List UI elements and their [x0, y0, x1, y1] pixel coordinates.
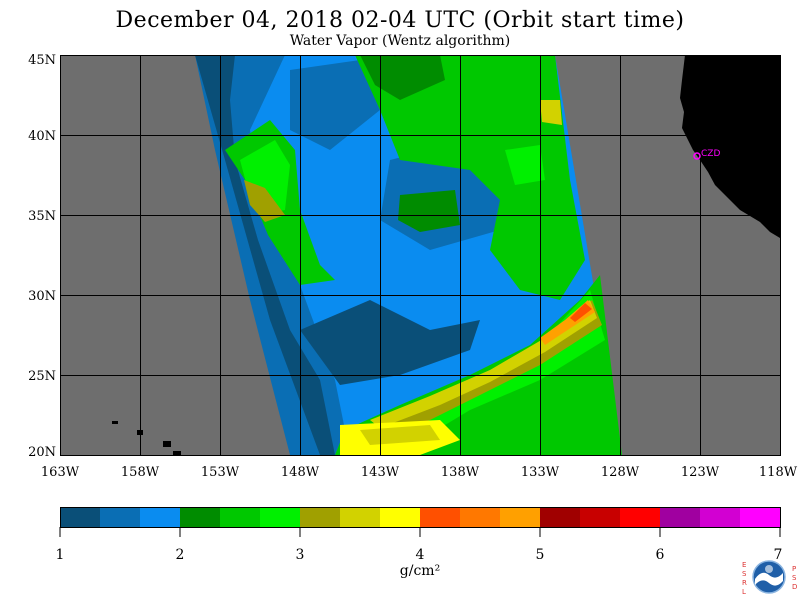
lat-label: 35N [28, 209, 56, 224]
colorbar-tick-label: 2 [176, 547, 185, 563]
lon-label: 153W [201, 465, 240, 480]
swath-vapor-patch [505, 145, 545, 185]
colorbar-segment [420, 507, 461, 527]
lon-label: 138W [441, 465, 480, 480]
lat-label: 30N [28, 289, 56, 304]
svg-text:P: P [792, 565, 796, 573]
swath-moist-band-yellow [370, 300, 597, 428]
svg-text:R: R [742, 579, 747, 587]
map-frame [60, 55, 781, 456]
map-title: December 04, 2018 02-04 UTC (Orbit start… [115, 8, 685, 33]
station-label: CZD [701, 149, 720, 159]
longitude-labels: 163W 158W 153W 148W 143W 138W 133W 128W … [41, 465, 798, 480]
colorbar-segment [100, 507, 141, 527]
lat-label: 20N [28, 445, 56, 460]
swath-high-vapor-peak [570, 303, 592, 322]
svg-text:S: S [742, 570, 747, 578]
map-subtitle: Water Vapor (Wentz algorithm) [289, 33, 511, 49]
colorbar-segment [220, 507, 261, 527]
colorbar-tick-label: 6 [656, 547, 665, 563]
station-marker-icon [693, 152, 701, 160]
swath-moist-northeast-dark [360, 55, 445, 100]
svg-text:E: E [742, 561, 746, 569]
colorbar-segment [540, 507, 581, 527]
colorbar-tick-label: 1 [56, 547, 65, 563]
lon-label: 148W [281, 465, 320, 480]
swath-moist-northeast [355, 55, 585, 300]
lat-label: 45N [28, 53, 56, 68]
colorbar-tick-label: 7 [774, 547, 783, 563]
colorbar-segment [460, 507, 501, 527]
colorbar-segment [500, 507, 541, 527]
colorbar-segment [140, 507, 181, 527]
swath-olive-north [540, 100, 562, 125]
lat-label: 40N [28, 129, 56, 144]
map-gridlines [60, 55, 780, 455]
noaa-logo: E S R L P S D [742, 560, 797, 596]
colorbar-segment [300, 507, 341, 527]
lon-label: 128W [601, 465, 640, 480]
lon-label: 118W [759, 465, 798, 480]
swath-dry-center [300, 300, 480, 385]
lon-label: 163W [41, 465, 80, 480]
lon-label: 133W [521, 465, 560, 480]
svg-text:D: D [792, 583, 797, 591]
hawaii-island-1 [112, 421, 118, 424]
colorbar-tick-label: 4 [416, 547, 425, 563]
colorbar-units: g/cm² [399, 563, 441, 579]
swath-olive-west [244, 180, 285, 222]
svg-text:L: L [742, 588, 746, 596]
colorbar-ticks [59, 527, 781, 537]
lon-label: 143W [361, 465, 400, 480]
colorbar-segment [380, 507, 421, 527]
swath-vapor-island [398, 190, 460, 232]
swath-medium-north [290, 60, 380, 150]
lat-label: 25N [28, 369, 56, 384]
colorbar-segment [60, 507, 101, 527]
lon-label: 123W [681, 465, 720, 480]
colorbar-segment [260, 507, 301, 527]
latitude-labels: 45N 40N 35N 30N 25N 20N [28, 53, 56, 460]
svg-text:S: S [792, 574, 797, 582]
hawaii-island-3 [163, 441, 171, 447]
colorbar-tick-label: 3 [296, 547, 305, 563]
hawaii-island-4 [173, 451, 181, 455]
colorbar-segment [580, 507, 621, 527]
colorbar-segment [620, 507, 661, 527]
land-california [680, 55, 780, 238]
colorbar-segment [700, 507, 741, 527]
colorbar-tick-label: 5 [536, 547, 545, 563]
colorbar [60, 507, 781, 527]
colorbar-segment [340, 507, 381, 527]
colorbar-segment [660, 507, 701, 527]
colorbar-tick-labels: 1 2 3 4 5 6 7 [56, 547, 783, 563]
colorbar-segment [180, 507, 221, 527]
colorbar-segment [740, 507, 781, 527]
lon-label: 158W [121, 465, 160, 480]
